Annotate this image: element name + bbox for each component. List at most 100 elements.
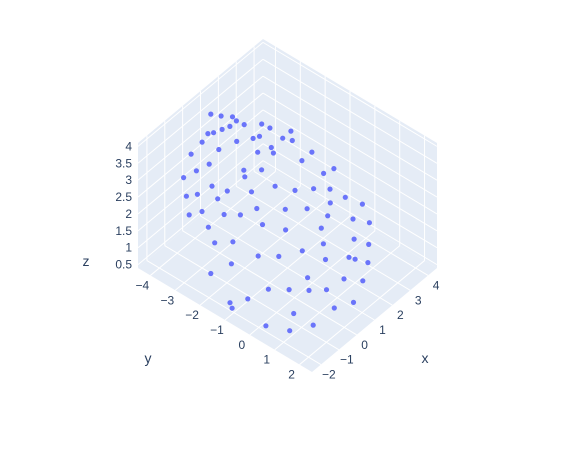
data-point	[299, 158, 305, 164]
x-tick-label: −2	[322, 368, 336, 382]
data-point	[216, 146, 222, 153]
data-point	[227, 123, 233, 129]
data-point	[215, 196, 221, 202]
z-tick-label: 0.5	[115, 258, 132, 272]
data-point	[259, 121, 265, 127]
data-point	[366, 220, 372, 226]
data-point	[280, 135, 286, 141]
data-point	[186, 212, 192, 218]
data-point	[321, 170, 327, 176]
grid-z-wall-x	[262, 109, 438, 215]
data-point	[208, 111, 214, 117]
data-point	[255, 253, 261, 259]
data-points	[181, 111, 372, 334]
axis-titles: x y z	[83, 253, 429, 366]
grid-y-floor	[150, 171, 276, 276]
data-point	[304, 206, 310, 212]
z-tick-label: 2	[125, 207, 132, 221]
data-point	[342, 194, 348, 200]
data-point	[245, 296, 251, 302]
y-tick-label: −1	[210, 323, 224, 337]
z-tick-label: 1	[125, 241, 132, 255]
data-point	[305, 275, 311, 281]
data-point	[350, 216, 356, 222]
data-point	[199, 208, 205, 215]
data-point	[270, 150, 276, 156]
data-point	[183, 193, 189, 199]
grid-z-wall-x	[262, 143, 438, 249]
data-point	[268, 144, 274, 151]
x-tick-label: 1	[379, 323, 386, 337]
data-point	[346, 254, 352, 260]
y-tick-label: 1	[263, 353, 270, 367]
data-point	[241, 122, 247, 128]
data-point	[211, 130, 217, 136]
grid-z-wall-x	[262, 41, 438, 147]
data-point	[181, 175, 187, 181]
data-point	[227, 300, 233, 306]
data-point	[360, 278, 366, 284]
data-point	[323, 287, 330, 293]
y-tick-label: 0	[239, 338, 246, 352]
data-point	[320, 241, 326, 247]
x-tick-label: 0	[361, 338, 368, 352]
data-point	[331, 166, 337, 172]
grid-lines	[137, 41, 438, 366]
data-point	[292, 187, 298, 193]
data-point	[282, 206, 288, 212]
y-axis-title: y	[145, 350, 152, 366]
data-point	[263, 323, 269, 329]
data-point	[276, 253, 282, 259]
grid-y-floor	[174, 185, 301, 291]
data-point	[325, 213, 331, 219]
data-point	[242, 174, 248, 180]
data-point	[206, 161, 212, 167]
data-point	[286, 287, 292, 293]
grid-z-wall-y	[137, 58, 264, 164]
data-point	[359, 201, 365, 207]
data-point	[208, 270, 214, 277]
data-point	[366, 241, 372, 247]
data-point	[306, 287, 312, 293]
data-point	[212, 240, 218, 246]
data-point	[221, 211, 227, 218]
data-point	[218, 113, 224, 119]
grid-z-wall-x	[262, 58, 438, 164]
data-point	[310, 322, 316, 328]
data-point	[327, 200, 333, 206]
y-tick-label: −2	[185, 308, 199, 322]
y-tick-label: −3	[160, 293, 174, 307]
grid-z-wall-y	[137, 92, 264, 198]
grid-y-floor	[224, 215, 351, 321]
data-point	[350, 299, 357, 305]
data-point	[311, 186, 317, 192]
data-point	[318, 225, 324, 231]
data-point	[322, 256, 329, 263]
x-tick-label: 3	[415, 293, 422, 307]
grid-z-wall-y	[137, 109, 264, 215]
data-point	[199, 139, 205, 145]
data-point	[250, 135, 256, 141]
data-point	[209, 183, 215, 189]
grid-z-wall-x	[262, 126, 438, 232]
data-point	[194, 191, 200, 197]
grid-y-floor	[299, 260, 425, 365]
data-point	[233, 118, 239, 124]
data-point	[230, 239, 236, 245]
grid-z-wall-x	[262, 92, 438, 198]
data-point	[219, 126, 225, 132]
data-point	[265, 286, 271, 292]
x-tick-label: 2	[397, 308, 404, 322]
data-point	[205, 224, 211, 230]
data-point	[248, 189, 255, 195]
data-point	[188, 151, 194, 157]
grid-y-floor	[249, 230, 376, 336]
z-tick-label: 3	[125, 173, 132, 187]
z-axis-title: z	[83, 253, 90, 269]
data-point	[224, 188, 230, 194]
data-point	[256, 133, 263, 139]
data-point	[327, 186, 333, 192]
